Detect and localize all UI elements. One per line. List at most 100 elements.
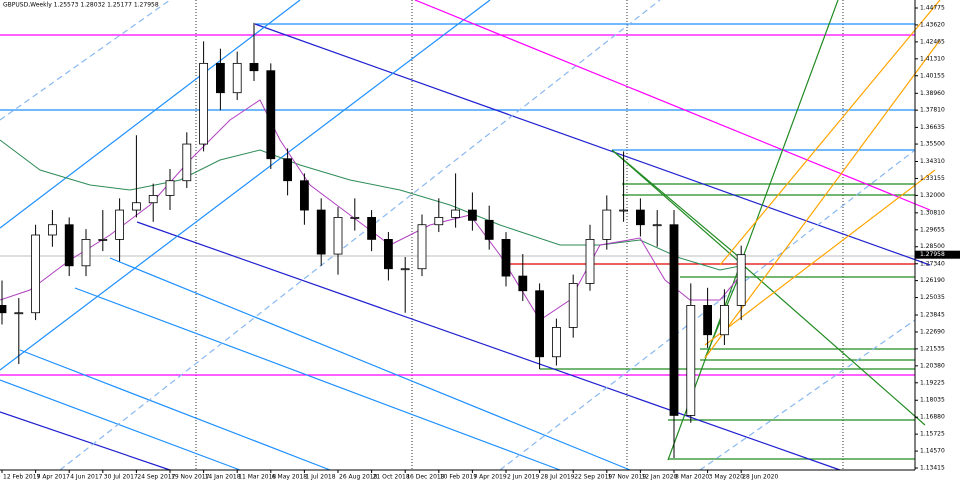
candle-body [467, 209, 477, 221]
pitchfork-line [59, 0, 661, 471]
candle-body [669, 224, 679, 416]
y-tick-label: 1.42465 [920, 38, 945, 45]
candle-body [182, 143, 192, 182]
y-tick-label: 1.16880 [920, 414, 945, 421]
candle-body [31, 234, 41, 314]
last-price-box [915, 250, 960, 259]
candle-body [652, 224, 662, 227]
trend-line [667, 0, 839, 461]
pitchfork-line [0, 0, 491, 371]
y-tick-label: 1.35500 [920, 141, 945, 148]
y-tick-label: 1.36635 [920, 124, 945, 131]
y-tick-label: 1.32000 [920, 192, 945, 199]
pitchfork-line [0, 0, 171, 121]
candle-body [266, 70, 276, 160]
candle-body [518, 275, 528, 292]
pitchfork-line [699, 319, 916, 471]
x-tick-label: 19 Nov 2017 [171, 474, 210, 481]
y-tick-label: 1.44775 [920, 4, 945, 11]
y-tick-label: 1.34310 [920, 158, 945, 165]
pitchfork-line [74, 287, 561, 471]
y-tick-label: 1.21535 [920, 345, 945, 352]
candle-body [148, 194, 158, 204]
candles [0, 22, 746, 458]
y-tick-label: 1.20380 [920, 362, 945, 369]
candle-body [316, 209, 326, 255]
trend-line [414, 0, 931, 211]
y-tick-label: 1.40155 [920, 72, 945, 79]
x-tick-label: 4 Jun 2017 [70, 474, 102, 481]
trend-line [611, 149, 926, 426]
y-tick-label: 1.41310 [920, 55, 945, 62]
y-tick-label: 1.28500 [920, 243, 945, 250]
pitchfork-line [0, 0, 301, 229]
y-tick-label: 1.19225 [920, 379, 945, 386]
pitchfork-line [109, 257, 631, 471]
candle-body [686, 305, 696, 416]
candle-body [81, 239, 91, 267]
candle-body [0, 305, 7, 314]
candle-body [367, 216, 377, 240]
candle-body [585, 239, 595, 284]
x-tick-label: 24 Sep 2017 [137, 474, 175, 481]
candle-body [215, 62, 225, 94]
candle-body [115, 209, 124, 240]
y-tick-label: 1.23845 [920, 312, 945, 319]
x-tick-label: 17 Nov 2019 [608, 474, 647, 481]
x-tick-label: 7 Apr 2019 [473, 474, 506, 481]
candle-body [283, 158, 293, 182]
candle-body [131, 202, 141, 211]
x-tick-label: 1 Jul 2018 [305, 474, 335, 481]
drawings [0, 0, 941, 471]
x-tick-label: 14 Jan 2018 [205, 474, 241, 481]
y-tick-label: 1.43620 [920, 21, 945, 28]
y-tick-label: 1.13415 [920, 465, 945, 472]
y-tick-label: 1.22690 [920, 328, 945, 335]
x-tick-label: 22 Sep 2019 [574, 474, 612, 481]
y-tick-label: 1.29655 [920, 226, 945, 233]
x-tick-label: 30 Jul 2017 [104, 474, 138, 481]
trend-line [611, 149, 746, 263]
y-tick-label: 1.33155 [920, 175, 945, 182]
y-tick-label: 1.38960 [920, 90, 945, 97]
candle-body [64, 224, 74, 267]
candle-body [720, 305, 729, 336]
x-tick-label: 8 Mar 2020 [675, 474, 709, 481]
candle-body [350, 216, 360, 219]
x-tick-label: 9 Apr 2017 [37, 474, 70, 481]
y-tick-label: 1.14570 [920, 448, 945, 455]
candle-body [199, 62, 209, 145]
candle-body [14, 312, 24, 315]
y-tick-label: 1.30810 [920, 209, 945, 216]
candle-body [165, 180, 175, 196]
y-tick-label: 1.26190 [920, 277, 945, 284]
x-tick-label: 28 Jun 2020 [742, 474, 778, 481]
candle-body [602, 209, 612, 240]
fork-line [704, 169, 936, 346]
chart-title: GBPUSD,Weekly 1.25573 1.28032 1.25177 1.… [3, 2, 159, 9]
candle-body [249, 62, 259, 72]
x-tick-label: 6 May 2018 [272, 474, 307, 481]
x-tick-label: 16 Dec 2018 [406, 474, 445, 481]
candle-body [98, 239, 108, 241]
title-background [1, 1, 141, 10]
x-tick-label: 12 Jan 2020 [641, 474, 677, 481]
y-tick-label: 1.27340 [920, 260, 945, 267]
channel-line [136, 221, 841, 471]
last-price-label: 1.27958 [920, 251, 945, 258]
candle-body [299, 180, 309, 211]
candle-body [703, 305, 712, 336]
x-tick-label: 26 Aug 2018 [339, 474, 378, 481]
candle-body [383, 239, 393, 270]
channel-line [0, 411, 171, 471]
x-tick-label: 21 Oct 2018 [373, 474, 410, 481]
x-tick-label: 2 Jun 2019 [507, 474, 539, 481]
candle-body [400, 268, 410, 271]
candle-body [736, 254, 746, 306]
candle-body [535, 290, 544, 358]
fork-line [719, 0, 941, 266]
candle-body [501, 239, 511, 277]
